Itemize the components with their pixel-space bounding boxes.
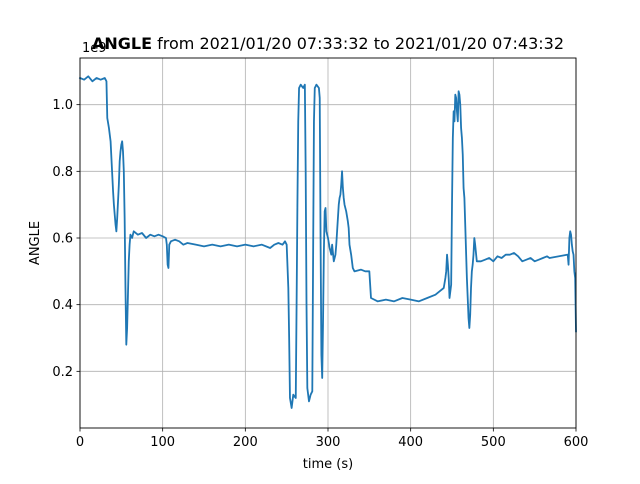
chart-title: ANGLE from 2021/01/20 07:33:32 to 2021/0…: [80, 34, 576, 53]
x-axis-label: time (s): [303, 457, 353, 472]
x-tick-label: 0: [76, 435, 84, 450]
chart-title-range: from 2021/01/20 07:33:32 to 2021/01/20 0…: [152, 34, 564, 53]
x-axis-ticks: 0 100 200 300 400 500 600: [76, 428, 589, 450]
y-tick-label: 0.8: [52, 165, 73, 180]
y-tick-label: 0.4: [52, 298, 73, 313]
x-tick-label: 400: [398, 435, 423, 450]
y-axis-ticks: 0.2 0.4 0.6 0.8 1.0: [52, 98, 80, 380]
y-axis-offset-label: 1e9: [82, 41, 107, 56]
chart-title-variable: ANGLE: [92, 34, 153, 53]
x-tick-label: 600: [564, 435, 589, 450]
x-tick-label: 100: [150, 435, 175, 450]
y-tick-label: 0.2: [52, 365, 73, 380]
y-axis-label: ANGLE: [28, 221, 43, 265]
y-tick-label: 0.6: [52, 232, 73, 247]
grid-lines: [79, 58, 577, 428]
x-tick-label: 300: [316, 435, 341, 450]
series-line: [78, 75, 577, 409]
y-tick-label: 1.0: [52, 98, 73, 113]
x-tick-label: 200: [233, 435, 258, 450]
x-tick-label: 500: [481, 435, 506, 450]
